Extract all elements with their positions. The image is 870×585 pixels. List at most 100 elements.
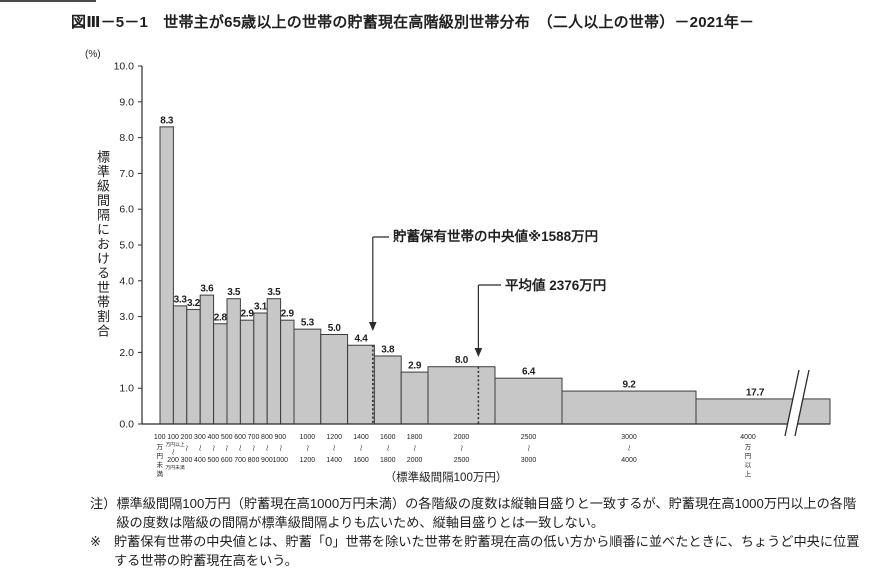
bar-value-label: 5.3 (301, 318, 315, 329)
x-axis-label: 万 (745, 443, 752, 451)
x-label-tilde: 〜 (250, 445, 257, 452)
footnote-2-text: 貯蓄保有世帯の中央値とは、貯蓄「0」世帯を除いた世帯を貯蓄現在高の低い方から順番… (114, 534, 860, 568)
x-axis-label: 200 (181, 434, 193, 441)
bar (199, 294, 215, 425)
bar (172, 305, 188, 425)
bar-value-label: 9.2 (622, 380, 636, 391)
x-axis-label: 100 (154, 434, 166, 441)
axis-break-line (784, 369, 800, 437)
x-axis-label: 未 (156, 460, 163, 469)
y-tick-label: 8.0 (119, 132, 134, 144)
x-axis-label: 以 (745, 462, 752, 469)
x-axis-label: 200 (167, 457, 179, 464)
bar (373, 355, 402, 425)
x-axis-label: 700 (248, 434, 260, 441)
x-label-tilde: 〜 (236, 445, 243, 452)
y-tick-label: 6.0 (119, 204, 134, 216)
x-axis-label: 2000 (407, 457, 423, 464)
x-axis-label: 400 (194, 457, 206, 464)
x-axis-label: 2500 (454, 457, 470, 464)
x-axis-label: 600 (234, 434, 246, 441)
bar-value-label: 3.6 (200, 284, 214, 295)
mean-annotation-label: 平均値 2376万円 (505, 277, 606, 293)
footnote-1-text: 標準級間隔100万円（貯蓄現在高1000万円未満）の各階級の度数は縦軸目盛りと一… (116, 496, 857, 530)
x-label-tilde: 〜 (209, 445, 216, 452)
x-axis-label: 万円以上 (165, 441, 184, 448)
y-tick-label: 4.0 (119, 275, 134, 287)
x-axis-label: 500 (207, 457, 219, 464)
x-axis-label: 円 (156, 452, 163, 460)
median-annotation-label: 貯蓄保有世帯の中央値※1588万円 (393, 228, 598, 244)
x-axis-label: 800 (248, 457, 260, 464)
axis-break-gap (785, 370, 809, 436)
page-edge-line (0, 0, 96, 2)
bar (293, 328, 322, 425)
footnote-2: ※ 貯蓄保有世帯の中央値とは、貯蓄「0」世帯を除いた世帯を貯蓄現在高の低い方から… (90, 533, 860, 570)
arrow-down-icon (368, 322, 377, 331)
bar-value-label: 3.5 (267, 287, 281, 298)
x-axis-label: 満 (156, 470, 163, 478)
x-axis-label: 800 (261, 434, 273, 441)
bar (226, 298, 241, 425)
x-label-tilde: 〜 (525, 445, 532, 452)
bar (253, 312, 268, 425)
x-axis-label: 1000 (273, 457, 289, 464)
x-axis-caption: （標準級間隔100万円） (384, 472, 508, 484)
y-axis-title: 標準級間隔における世帯割合 (95, 150, 110, 339)
bar-value-label: 3.3 (174, 294, 188, 305)
y-tick-label: 0.0 (119, 419, 134, 431)
bar-value-label: 3.1 (254, 302, 268, 313)
x-axis-label: 500 (221, 434, 233, 441)
x-axis-label: 400 (207, 434, 219, 441)
x-axis-label: 円 (745, 452, 752, 460)
bar (427, 366, 496, 425)
x-axis-label: 900 (261, 457, 273, 464)
y-tick-label: 5.0 (119, 240, 134, 252)
bar (320, 334, 349, 425)
y-tick-label: 1.0 (119, 383, 134, 395)
figure-title: 図Ⅲ－5－1 世帯主が65歳以上の世帯の貯蓄現在高階級別世帯分布 （二人以上の世… (71, 14, 755, 31)
x-axis-label: 上 (745, 469, 752, 478)
bar (186, 308, 201, 425)
bar-value-label: 4.4 (354, 334, 368, 345)
x-axis-label: 万円未満 (165, 464, 184, 471)
bar-value-label: 2.9 (281, 309, 295, 320)
x-label-tilde: 〜 (411, 445, 418, 452)
x-axis-label: 700 (234, 457, 246, 464)
bar-value-label: 8.3 (160, 115, 174, 126)
x-axis-label: 1800 (407, 434, 423, 441)
x-axis-label: 2000 (454, 434, 470, 441)
x-axis-label: 1800 (380, 457, 396, 464)
x-axis-label: 4000 (740, 434, 756, 441)
bar-value-label: 2.9 (241, 309, 255, 320)
footnotes: 注） 標準級間隔100万円（貯蓄現在高1000万円未満）の各階級の度数は縦軸目盛… (90, 495, 860, 571)
bar (494, 377, 563, 425)
x-label-tilde: 〜 (183, 445, 190, 452)
x-label-tilde: 〜 (303, 445, 310, 452)
bar (266, 298, 282, 425)
x-axis-label: 2500 (521, 434, 537, 441)
x-label-tilde: 〜 (223, 445, 230, 452)
bar-value-label: 17.7 (746, 387, 765, 398)
x-axis-label: 100 (167, 434, 179, 441)
y-tick-label: 7.0 (119, 168, 134, 180)
arrow-down-icon (474, 348, 483, 357)
x-axis-label: 1000 (300, 434, 316, 441)
bar-value-label: 3.5 (227, 287, 241, 298)
x-axis-label: 1200 (300, 457, 316, 464)
x-label-tilde: 〜 (263, 445, 270, 452)
x-axis-label: 1600 (353, 457, 369, 464)
x-axis-label: 3000 (621, 434, 637, 441)
x-label-tilde: 〜 (357, 445, 364, 452)
x-axis-label: 4000 (621, 457, 637, 464)
x-axis-label: 1400 (353, 434, 369, 441)
x-label-tilde: 〜 (196, 445, 203, 452)
y-tick-label: 10.0 (114, 61, 135, 73)
bar-value-label: 8.0 (455, 355, 469, 366)
x-label-tilde: 〜 (384, 445, 391, 452)
x-label-tilde: 〜 (169, 449, 176, 456)
bar-value-label: 2.8 (214, 312, 228, 323)
x-axis-label: 3000 (521, 457, 537, 464)
bar (213, 323, 228, 425)
